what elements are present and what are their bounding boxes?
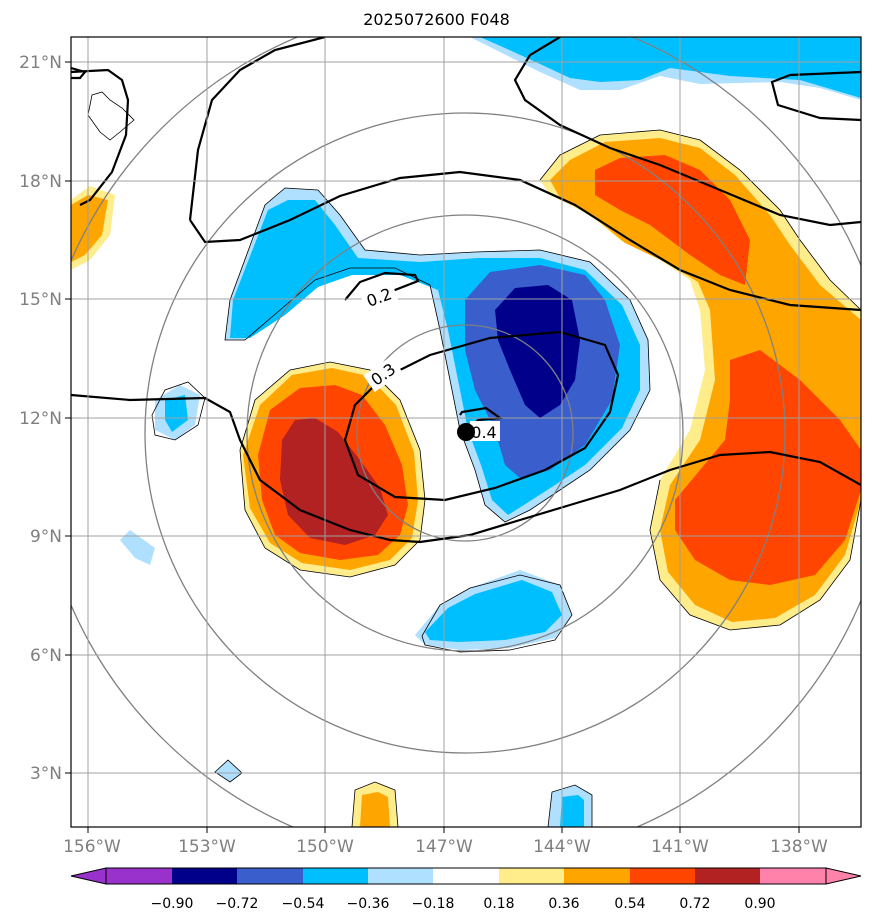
range-ring-2: [246, 214, 684, 652]
thin-contour-s: [421, 574, 573, 653]
shading-orange-w: [71, 195, 108, 262]
lat-tick-labels: 21°N 18°N 15°N 12°N 9°N 6°N 3°N: [19, 53, 62, 784]
lon-label-141: 141°W: [651, 837, 709, 857]
thick-contour-north: [189, 170, 861, 312]
colorbar-tick-6: 0.36: [548, 896, 579, 912]
colorbar-tick-2: −0.54: [282, 896, 325, 912]
thin-contour-bottom: [547, 784, 593, 827]
colorbar-bin-5: [433, 868, 499, 884]
lat-label-3: 3°N: [30, 764, 62, 784]
colorbar-bin-3: [303, 868, 368, 884]
shading-sky-ne: [480, 37, 861, 98]
thin-contour-ne: [539, 129, 861, 311]
colorbar-tick-4: −0.18: [412, 896, 455, 912]
colorbar-extend-high: [825, 867, 862, 885]
shading-skyblue-s: [425, 580, 562, 642]
lon-tick-labels: 156°W 153°W 150°W 147°W 144°W 141°W 138°…: [63, 837, 828, 857]
gridlines: [71, 37, 861, 827]
plot-area: 0.2 0.3 0.4: [71, 37, 861, 827]
thin-contours: [87, 91, 861, 827]
range-ring-3: [144, 112, 786, 754]
thick-contour-ne2: [770, 70, 861, 122]
colorbar-tick-0: −0.90: [151, 896, 194, 912]
colorbar-tick-8: 0.72: [679, 896, 710, 912]
colorbar-bin-1: [172, 868, 237, 884]
thin-contour-e: [649, 479, 861, 631]
lon-label-150: 150°W: [296, 837, 354, 857]
shading-blue-small-s: [215, 760, 242, 782]
colorbar-bin-4: [368, 868, 433, 884]
thick-contour-0.3: [343, 330, 620, 502]
colorbar-tick-5: 0.18: [483, 896, 514, 912]
lat-label-18: 18°N: [19, 172, 62, 192]
shading-skyblue-bottom: [560, 795, 584, 827]
colorbar-bin-0: [106, 868, 172, 884]
colorbar-tick-1: −0.72: [216, 896, 259, 912]
thin-contour-c: [239, 361, 426, 578]
contour-label-0.4: 0.4: [471, 423, 496, 442]
shading-blue-small-sw: [120, 530, 155, 565]
thick-contour-mid: [71, 393, 861, 544]
colorbar-tick-9: 0.90: [744, 896, 775, 912]
thick-contours: [71, 37, 861, 544]
colorbar: −0.90 −0.72 −0.54 −0.36 −0.18 0.18 0.36 …: [70, 867, 862, 912]
thick-contour-nw: [71, 68, 130, 206]
colorbar-tick-7: 0.54: [614, 896, 645, 912]
colorbar-bin-7: [564, 868, 630, 884]
lon-label-144: 144°W: [533, 837, 591, 857]
contour-label-group: 0.2 0.3 0.4: [359, 281, 500, 442]
thin-contour-small: [151, 381, 206, 441]
colorbar-bin-9: [695, 868, 760, 884]
shading-darkblue-c: [495, 285, 580, 418]
thin-contour-blue: [224, 187, 651, 523]
lat-label-21: 21°N: [19, 53, 62, 73]
thick-contour-0.2: [344, 271, 420, 301]
colorbar-tick-3: −0.36: [347, 896, 390, 912]
colorbar-bin-2: [237, 868, 303, 884]
colorbar-bin-6: [499, 868, 564, 884]
lat-label-12: 12°N: [19, 409, 62, 429]
lon-label-147: 147°W: [415, 837, 473, 857]
colorbar-bin-8: [630, 868, 695, 884]
plot-frame: [70, 36, 862, 828]
colorbar-bin-10: [760, 868, 826, 884]
lon-label-138: 138°W: [770, 837, 828, 857]
tick-marks: [65, 61, 800, 833]
lon-label-156: 156°W: [63, 837, 121, 857]
thick-contour-upper: [188, 37, 326, 221]
storm-center-marker: [457, 423, 475, 441]
colorbar-extend-low: [70, 867, 107, 885]
shading-sky-small-w: [165, 395, 188, 432]
colorbar-frame: [105, 867, 827, 885]
thick-contour-nw2: [71, 66, 87, 80]
map-title: 2025072600 F048: [363, 10, 510, 29]
thick-contour-ne: [513, 37, 861, 227]
range-rings: [71, 37, 861, 827]
lat-label-6: 6°N: [30, 646, 62, 666]
shading-redorange-e: [675, 350, 861, 585]
lon-label-153: 153°W: [178, 837, 236, 857]
shading-orange-bottom: [360, 792, 390, 827]
lat-label-15: 15°N: [19, 290, 62, 310]
range-ring-1: [356, 324, 574, 542]
lat-label-9: 9°N: [30, 527, 62, 547]
thin-contour-bottom2: [351, 781, 399, 827]
